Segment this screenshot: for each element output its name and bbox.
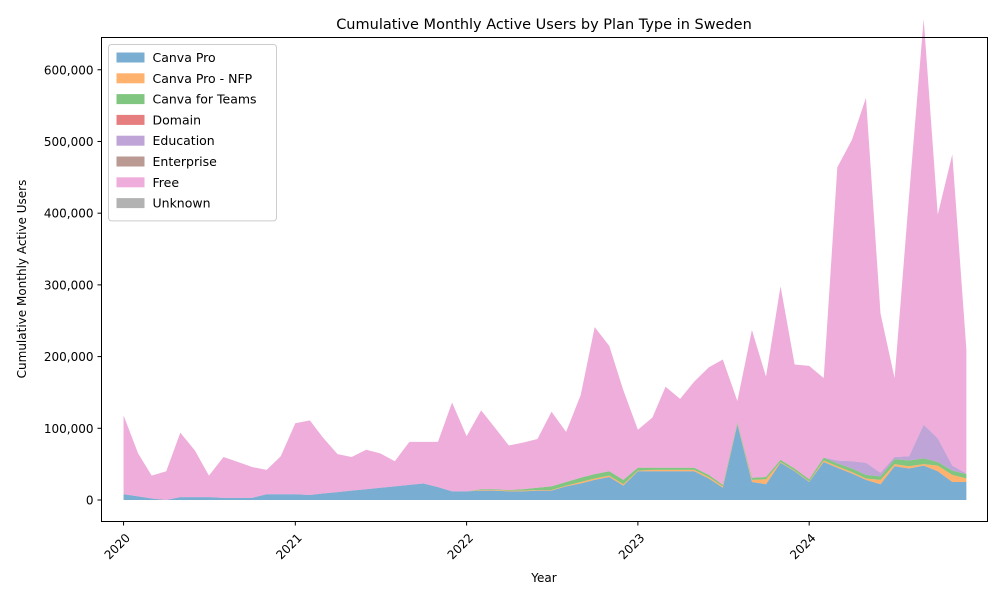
y-tick-label: 100,000 <box>44 422 94 436</box>
legend-box <box>108 44 277 222</box>
areas-layer <box>123 18 967 500</box>
legend-swatch-canva-pro <box>116 52 145 63</box>
legend-label-enterprise: Enterprise <box>153 154 218 169</box>
x-axis-title: Year <box>530 571 556 585</box>
chart-title: Cumulative Monthly Active Users by Plan … <box>336 17 752 33</box>
legend-label-education: Education <box>153 133 215 148</box>
y-tick-label: 0 <box>86 493 94 507</box>
legend-label-unknown: Unknown <box>153 196 211 211</box>
y-tick-label: 200,000 <box>44 350 94 364</box>
area-canva-pro-nfp <box>123 423 967 500</box>
legend-swatch-canva-for-teams <box>116 94 145 105</box>
legend-label-canva-pro-nfp: Canva Pro - NFP <box>153 71 253 86</box>
area-canva-pro <box>123 424 967 500</box>
legend-swatch-enterprise <box>116 156 145 167</box>
legend-swatch-education <box>116 135 145 146</box>
y-tick-label: 500,000 <box>44 135 94 149</box>
legend-swatch-canva-pro-nfp <box>116 73 145 84</box>
legend-swatch-free <box>116 177 145 188</box>
y-axis-ticks: 0 100,000 200,000 300,000 400,000 500,000 600,… <box>44 63 102 507</box>
y-axis-title: Cumulative Monthly Active Users <box>15 180 29 379</box>
legend-label-domain: Domain <box>153 112 202 127</box>
y-tick-label: 400,000 <box>44 207 94 221</box>
legend-label-canva-pro: Canva Pro <box>153 50 216 65</box>
plot-frame <box>101 37 988 522</box>
legend-label-canva-for-teams: Canva for Teams <box>153 92 257 107</box>
y-tick-label: 600,000 <box>44 63 94 77</box>
legend-swatch-unknown <box>116 198 145 209</box>
y-tick-label: 300,000 <box>44 278 94 292</box>
legend: Canva Pro Canva Pro - NFP Canva for Teams D… <box>108 44 277 222</box>
legend-swatch-domain <box>116 114 145 125</box>
legend-label-free: Free <box>153 175 180 190</box>
area-free <box>123 18 967 500</box>
